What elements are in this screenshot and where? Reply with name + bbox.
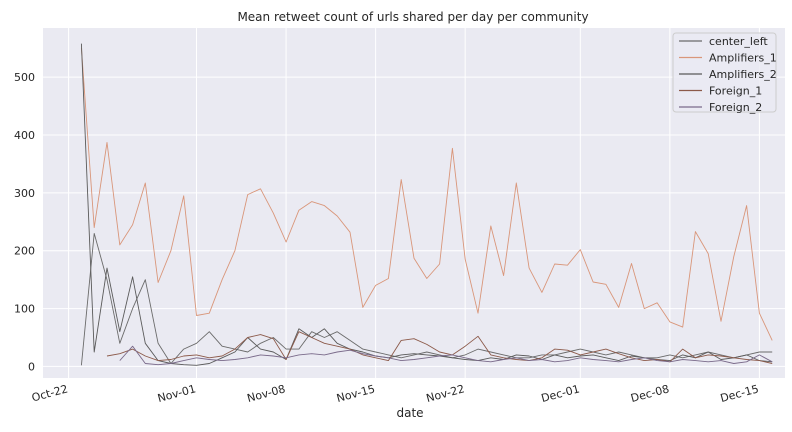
x-tick-label: Dec-15	[719, 382, 760, 405]
legend-label-Amplifiers_2: Amplifiers_2	[709, 68, 777, 81]
series-line-Foreign_2	[119, 345, 773, 366]
x-tick-label: Nov-01	[156, 382, 197, 405]
chart-title: Mean retweet count of urls shared per da…	[237, 10, 588, 24]
x-tick-label: Dec-01	[540, 382, 581, 405]
plot-background	[43, 28, 785, 378]
x-tick-label: Nov-15	[335, 382, 376, 405]
legend-box	[672, 32, 777, 113]
legend-label-center_left: center_left	[709, 35, 768, 48]
x-tick-label: Nov-22	[425, 382, 466, 405]
y-tick-label: 500	[14, 71, 35, 84]
y-tick-label: 0	[28, 360, 35, 373]
legend-label-Amplifiers_1: Amplifiers_1	[709, 52, 777, 65]
series-layer	[80, 43, 773, 366]
y-axis-ticks: 0 100 200 300 400 500	[14, 71, 35, 373]
legend: center_left Amplifiers_1 Amplifiers_2 Forei…	[672, 32, 777, 114]
x-tick-label: Dec-08	[629, 382, 670, 405]
series-line-center_left	[80, 232, 773, 366]
grid-lines	[43, 28, 785, 378]
x-axis-label: date	[396, 406, 423, 420]
x-tick-label: Oct-22	[30, 382, 69, 404]
x-axis-ticks: Oct-22 Nov-01 Nov-08 Nov-15 Nov-22 Dec-01 Dec-…	[30, 382, 760, 405]
legend-label-Foreign_2: Foreign_2	[709, 101, 762, 114]
y-tick-label: 400	[14, 129, 35, 142]
x-tick-label: Nov-08	[246, 382, 287, 405]
legend-label-Foreign_1: Foreign_1	[709, 85, 762, 98]
series-line-Amplifiers_1	[80, 48, 773, 341]
y-tick-label: 200	[14, 245, 35, 258]
y-tick-label: 100	[14, 303, 35, 316]
y-tick-label: 300	[14, 187, 35, 200]
series-line-Foreign_1	[106, 331, 773, 364]
